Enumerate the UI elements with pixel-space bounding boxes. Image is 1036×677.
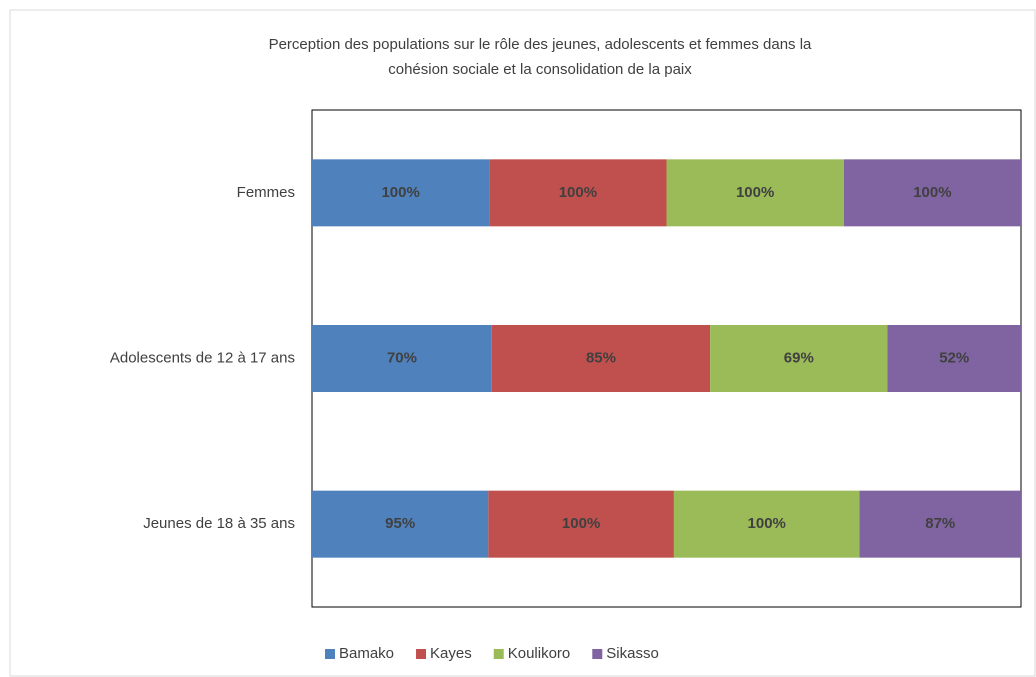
y-tick-label: Jeunes de 18 à 35 ans bbox=[143, 515, 295, 532]
bar-segment bbox=[491, 325, 711, 392]
bar-segment bbox=[887, 325, 1021, 392]
bar-segment bbox=[312, 490, 489, 558]
legend-label: Bamako bbox=[339, 645, 394, 662]
bar-segment bbox=[710, 325, 888, 392]
bar-segment bbox=[312, 325, 492, 392]
chart-title: cohésion sociale et la consolidation de … bbox=[388, 61, 692, 78]
data-label: 100% bbox=[562, 515, 600, 532]
data-label: 100% bbox=[913, 184, 951, 201]
bar-segment bbox=[312, 159, 490, 227]
legend-label: Koulikoro bbox=[508, 645, 571, 662]
data-label: 70% bbox=[387, 349, 417, 366]
bar-segment bbox=[859, 490, 1021, 558]
legend-label: Sikasso bbox=[606, 645, 659, 662]
data-label: 85% bbox=[586, 349, 616, 366]
data-label: 100% bbox=[559, 184, 597, 201]
data-label: 100% bbox=[381, 184, 419, 201]
data-label: 52% bbox=[939, 349, 969, 366]
legend-swatch bbox=[416, 649, 427, 659]
legend-swatch bbox=[592, 649, 603, 659]
bar-segment bbox=[673, 490, 860, 558]
data-label: 95% bbox=[385, 515, 415, 532]
chart-title: Perception des populations sur le rôle d… bbox=[269, 36, 812, 53]
legend-swatch bbox=[493, 649, 504, 659]
data-label: 100% bbox=[748, 515, 786, 532]
data-label: 69% bbox=[784, 349, 814, 366]
legend-swatch bbox=[325, 649, 335, 659]
bar-segment bbox=[489, 159, 667, 227]
bar-segment bbox=[666, 159, 844, 227]
bar-segment bbox=[488, 490, 674, 558]
data-label: 100% bbox=[736, 184, 774, 201]
data-label: 87% bbox=[925, 515, 955, 532]
bar-segment bbox=[843, 159, 1021, 227]
y-tick-label: Adolescents de 12 à 17 ans bbox=[110, 349, 295, 366]
legend-label: Kayes bbox=[430, 645, 472, 662]
y-tick-label: Femmes bbox=[237, 184, 295, 201]
